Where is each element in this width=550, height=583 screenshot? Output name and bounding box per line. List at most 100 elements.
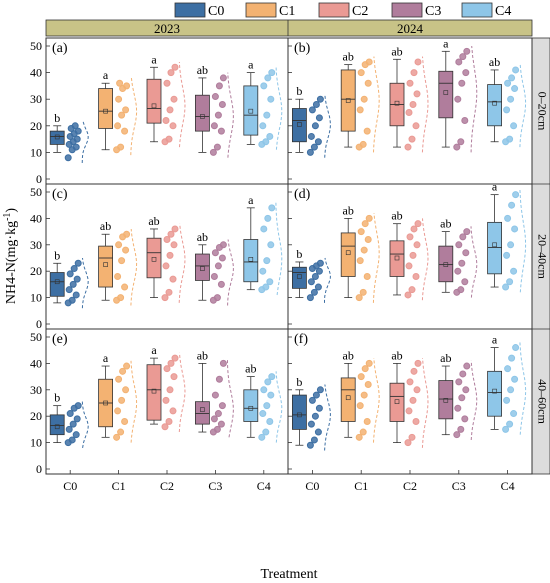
- data-point: [169, 122, 177, 130]
- density-curve: [275, 371, 283, 443]
- data-point: [72, 431, 80, 439]
- significance-letter: ab: [440, 217, 451, 231]
- data-point: [360, 95, 368, 103]
- y-tick-label: 0: [36, 172, 42, 186]
- density-curve: [324, 257, 331, 303]
- data-point: [123, 82, 131, 90]
- significance-letter: ab: [245, 362, 256, 376]
- data-point: [116, 79, 124, 87]
- data-point: [64, 154, 72, 162]
- data-point: [502, 425, 510, 433]
- data-point: [264, 74, 272, 82]
- density-curve: [81, 257, 89, 309]
- density-curve: [421, 218, 429, 301]
- box-iqr: [49, 130, 65, 145]
- box-mean-marker: [443, 398, 449, 403]
- data-point: [260, 386, 268, 394]
- data-point: [306, 441, 314, 449]
- significance-letter: ab: [148, 214, 159, 228]
- data-point: [502, 283, 510, 291]
- data-point: [121, 417, 129, 425]
- data-point: [161, 423, 169, 431]
- data-point: [462, 386, 470, 394]
- data-point: [360, 246, 368, 254]
- legend-label-c0: C0: [208, 4, 224, 19]
- y-tick-label: 50: [30, 330, 42, 344]
- data-point: [408, 286, 416, 294]
- data-point: [404, 439, 412, 447]
- data-point: [314, 428, 322, 436]
- box-iqr: [49, 272, 65, 297]
- data-point: [409, 396, 417, 404]
- box-iqr: [438, 245, 454, 283]
- data-point: [308, 106, 316, 114]
- data-point: [406, 233, 414, 241]
- data-point: [117, 294, 125, 302]
- data-point: [122, 106, 130, 114]
- data-point: [463, 362, 471, 370]
- data-point: [264, 378, 272, 386]
- significance-letter: b: [54, 391, 60, 405]
- density-curve: [81, 120, 89, 164]
- data-point: [217, 420, 225, 428]
- data-point: [508, 201, 516, 209]
- data-point: [213, 294, 221, 302]
- box-mean-marker: [443, 90, 449, 95]
- data-point: [74, 127, 82, 135]
- data-point: [118, 396, 126, 404]
- box-mean-marker: [492, 388, 497, 394]
- box-mean-marker: [151, 257, 157, 262]
- data-point: [122, 386, 130, 394]
- data-point: [507, 241, 515, 249]
- y-tick-label: 40: [30, 66, 42, 80]
- x-tick-label: C2: [403, 479, 417, 493]
- data-point: [356, 402, 364, 410]
- data-point: [311, 412, 319, 420]
- box-iqr: [389, 240, 405, 277]
- data-point: [171, 225, 179, 233]
- data-point: [163, 236, 171, 244]
- data-point: [315, 114, 323, 122]
- data-point: [73, 275, 81, 283]
- box-mean-marker: [248, 405, 254, 411]
- data-point: [119, 367, 127, 375]
- density-curve: [178, 352, 186, 433]
- density-curve: [81, 400, 89, 448]
- data-point: [355, 294, 363, 302]
- data-point: [410, 367, 418, 375]
- data-point: [503, 106, 511, 114]
- legend-swatch-c1: [245, 2, 277, 18]
- data-point: [310, 143, 318, 151]
- data-point: [72, 143, 80, 151]
- data-point: [357, 373, 365, 381]
- data-point: [210, 415, 218, 423]
- data-point: [365, 214, 373, 222]
- data-point: [211, 93, 219, 101]
- data-point: [74, 259, 82, 267]
- data-point: [268, 204, 276, 212]
- data-point: [463, 47, 471, 55]
- box-iqr: [98, 88, 113, 129]
- significance-letter: ab: [197, 63, 208, 77]
- data-point: [506, 278, 514, 286]
- significance-letter: a: [151, 343, 157, 357]
- data-point: [167, 69, 175, 77]
- data-point: [65, 286, 73, 294]
- significance-letter: b: [296, 247, 302, 261]
- data-point: [510, 267, 518, 275]
- data-point: [365, 58, 373, 66]
- y-axis-title-superscript: -1: [2, 213, 13, 221]
- data-point: [65, 425, 73, 433]
- data-point: [117, 143, 125, 151]
- data-point: [507, 386, 515, 394]
- data-point: [404, 143, 412, 151]
- data-point: [166, 386, 174, 394]
- data-point: [218, 101, 226, 109]
- data-point: [503, 251, 511, 259]
- data-point: [316, 386, 324, 394]
- data-point: [506, 420, 514, 428]
- significance-letter: a: [443, 36, 449, 50]
- box-mean-marker: [54, 134, 60, 140]
- data-point: [162, 396, 170, 404]
- box-mean-marker: [345, 250, 351, 256]
